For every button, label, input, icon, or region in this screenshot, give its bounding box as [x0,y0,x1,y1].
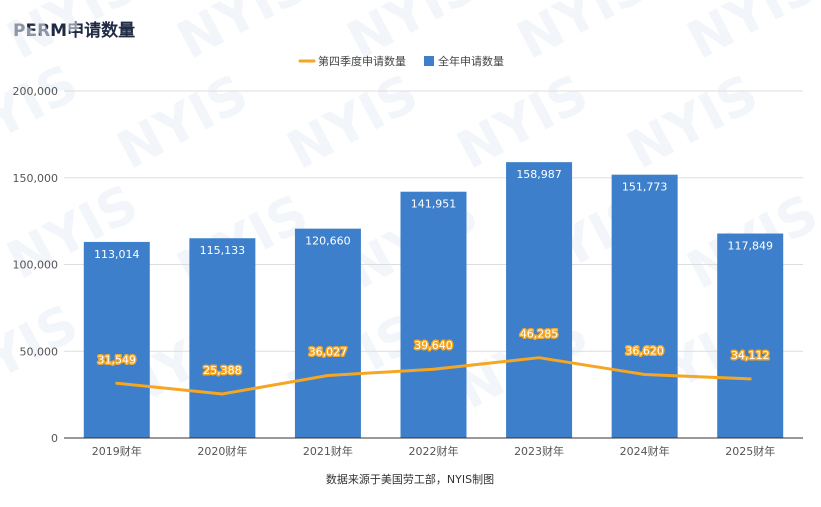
bar-value-label: 141,951 [411,198,457,211]
bar-value-label: 151,773 [622,181,668,194]
bar-value-label: 113,014 [94,248,140,261]
bar-value-label: 115,133 [200,244,246,257]
bar [400,191,467,438]
x-tick-label: 2021财年 [303,444,353,458]
source-note: 数据来源于美国劳工部，NYIS制图 [326,472,494,486]
line-value-label: 36,027 [309,345,348,358]
watermark-text: NYIS [678,0,821,71]
chart-title: PERM申请数量 [13,21,136,41]
bar [189,238,256,438]
y-axis: 0 50,000 100,000 150,000 200,000 [13,85,59,445]
bar [294,228,361,438]
y-tick-label: 50,000 [20,345,59,358]
y-tick-label: 150,000 [13,172,59,185]
line-path [115,356,752,396]
line-value-label: 34,112 [731,349,770,362]
bar [83,241,150,438]
line-value-label: 31,549 [98,353,137,366]
x-tick-label: 2025财年 [725,444,775,458]
y-tick-label: 200,000 [13,85,59,98]
bar-series: 113,014 115,133 120,660 141,951 158,987 151,7… [83,162,784,439]
watermark-text: NYIS [0,54,88,172]
y-tick-label: 100,000 [13,259,59,272]
bar [611,174,678,439]
x-tick-label: 2024财年 [620,444,670,458]
x-tick-label: 2023财年 [514,444,564,458]
legend: 第四季度申请数量 全年申请数量 [298,54,504,68]
x-tick-label: 2020财年 [197,444,247,458]
x-tick-label: 2019财年 [92,444,142,458]
watermark-text: NYIS [168,0,318,71]
watermark-text: NYIS [508,0,658,71]
line-value-label: 25,388 [203,364,242,377]
bar [717,233,784,438]
x-tick-label: 2022财年 [409,444,459,458]
watermark-text: NYIS [278,64,428,182]
watermark-text: NYIS [108,64,258,182]
bar-value-label: 117,849 [727,240,773,253]
y-tick-label: 0 [51,432,58,445]
bar-value-label: 120,660 [305,235,351,248]
line-series: 31,549 25,388 36,027 39,640 46,285 36,620 34,1… [96,326,771,396]
line-value-label: 39,640 [414,339,453,352]
line-value-label: 46,285 [520,328,559,341]
legend-square-marker [424,56,434,66]
line-value-label: 36,620 [625,344,664,357]
bar [506,162,573,438]
watermark-text: NYIS [0,0,148,71]
legend-label: 第四季度申请数量 [318,54,406,68]
watermark-text: NYIS [618,64,768,182]
legend-label: 全年申请数量 [438,54,504,68]
bar-value-label: 158,987 [516,168,562,181]
x-axis: 2019财年 2020财年 2021财年 2022财年 2023财年 2024财年 2025… [64,437,803,458]
